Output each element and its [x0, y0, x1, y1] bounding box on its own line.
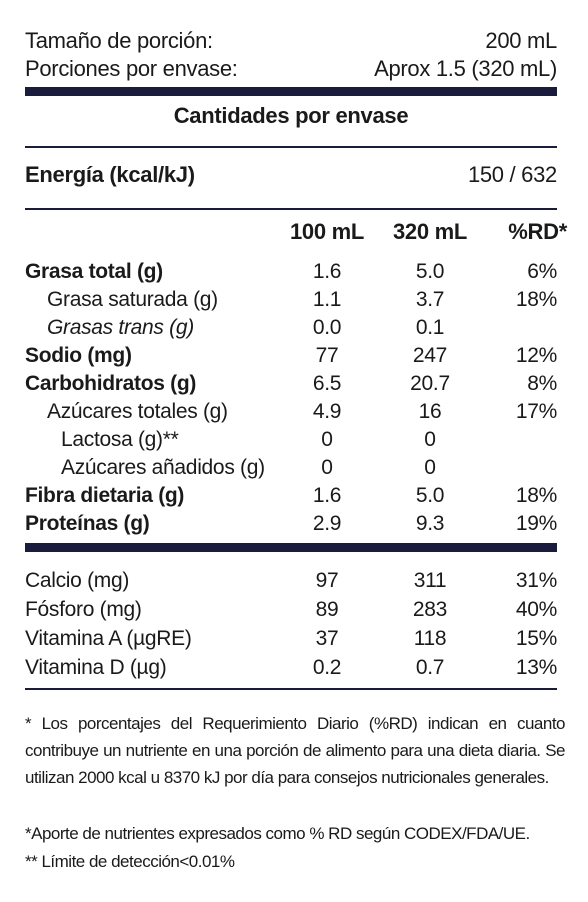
rule [25, 688, 557, 690]
nutrient-value: 0 [424, 456, 436, 479]
nutrient-name: Vitamina D (µg) [25, 656, 167, 679]
nutrient-row: Azúcares añadidos (g) 0 0 [25, 454, 557, 482]
nutrient-name: Carbohidratos (g) [25, 372, 197, 395]
nutrient-value: 0 [321, 428, 333, 451]
energy-value: 150 / 632 [467, 162, 557, 187]
nutrient-name: Sodio (mg) [25, 344, 132, 367]
serving-value: 200 mL [485, 28, 557, 53]
nutrient-value: 118 [413, 627, 447, 650]
nutrient-name: Proteínas (g) [25, 512, 150, 535]
nutrient-value: 1.6 [312, 260, 342, 283]
nutrient-value: 311 [413, 569, 447, 592]
nutrient-row: Vitamina D (µg) 0.2 0.7 13% [25, 654, 557, 682]
nutrient-row: Grasa total (g) 1.6 5.0 6% [25, 258, 557, 286]
energy-label: Energía (kcal/kJ) [25, 162, 195, 187]
nutrient-value: 16 [418, 400, 442, 423]
nutrient-value: 6.5 [312, 372, 342, 395]
nutrient-value: 15% [515, 627, 557, 650]
nutrient-name: Vitamina A (µgRE) [25, 627, 192, 650]
nutrient-row: Azúcares totales (g) 4.9 16 17% [25, 398, 557, 426]
nutrient-value: 283 [412, 598, 448, 621]
nutrient-value: 89 [315, 598, 339, 621]
serving-label: Tamaño de porción: [25, 28, 213, 53]
nutrient-value: 31% [515, 569, 557, 592]
footnote: ** Límite de detección<0.01% [25, 852, 235, 871]
footnote: * Los porcentajes del Requerimiento Diar… [25, 714, 566, 787]
nutrient-value: 4.9 [312, 400, 342, 423]
nutrient-row: Fósforo (mg) 89 283 40% [25, 596, 557, 624]
thick-rule [25, 87, 557, 96]
nutrient-value: 5.0 [415, 484, 445, 507]
footnote: *Aporte de nutrientes expresados como % … [25, 824, 530, 843]
nutrient-value: 2.9 [312, 512, 342, 535]
nutrient-name: Grasa total (g) [25, 260, 163, 283]
nutrient-value: 8% [527, 372, 557, 395]
nutrient-value: 0 [321, 456, 333, 479]
nutrient-value: 9.3 [415, 512, 445, 535]
nutrient-value: 0.7 [415, 656, 445, 679]
nutrient-value: 17% [515, 400, 557, 423]
servings-label: Porciones por envase: [25, 56, 238, 81]
table-header: 100 mL 320 mL %RD* [25, 218, 567, 246]
nutrient-name: Grasa saturada (g) [47, 288, 218, 311]
nutrient-row: Fibra dietaria (g) 1.6 5.0 18% [25, 482, 557, 510]
nutrient-row: Lactosa (g)** 0 0 [25, 426, 557, 454]
nutrient-row: Calcio (mg) 97 311 31% [25, 567, 557, 595]
rule [25, 208, 557, 210]
nutrient-value: 12% [515, 344, 557, 367]
nutrient-value: 18% [515, 288, 557, 311]
nutrient-name: Calcio (mg) [25, 569, 130, 592]
nutrient-value: 247 [412, 344, 448, 367]
nutrient-value: 3.7 [415, 288, 445, 311]
nutrient-value: 5.0 [415, 260, 445, 283]
section-title: Cantidades por envase [173, 103, 409, 128]
nutrient-value: 0.1 [415, 316, 445, 339]
nutrient-value: 0.2 [312, 656, 342, 679]
thick-rule [25, 543, 557, 552]
nutrient-value: 18% [515, 484, 557, 507]
nutrient-row: Grasa saturada (g) 1.1 3.7 18% [25, 286, 557, 314]
nutrient-value: 1.6 [312, 484, 342, 507]
servings-value: Aprox 1.5 (320 mL) [374, 56, 557, 81]
nutrient-value: 1.1 [312, 288, 342, 311]
nutrient-row: Carbohidratos (g) 6.5 20.7 8% [25, 370, 557, 398]
nutrient-row: Sodio (mg) 77 247 12% [25, 342, 557, 370]
nutrient-value: 6% [527, 260, 557, 283]
column-header: %RD* [508, 219, 567, 244]
nutrient-name: Fósforo (mg) [25, 598, 142, 621]
nutrient-row: Vitamina A (µgRE) 37 118 15% [25, 625, 557, 653]
rule [25, 146, 557, 148]
nutrient-name: Azúcares añadidos (g) [61, 456, 265, 479]
nutrient-value: 37 [315, 627, 339, 650]
nutrient-row: Grasas trans (g) 0.0 0.1 [25, 314, 557, 342]
nutrient-value: 19% [515, 512, 557, 535]
nutrient-value: 40% [515, 598, 557, 621]
nutrient-value: 13% [515, 656, 557, 679]
nutrient-name: Azúcares totales (g) [47, 400, 228, 423]
nutrient-name: Fibra dietaria (g) [25, 484, 185, 507]
nutrient-value: 97 [315, 569, 339, 592]
nutrient-value: 77 [315, 344, 339, 367]
column-header: 100 mL [289, 219, 365, 244]
nutrient-row: Proteínas (g) 2.9 9.3 19% [25, 510, 557, 538]
nutrient-value: 0.0 [312, 316, 342, 339]
column-header: 320 mL [392, 219, 468, 244]
nutrient-value: 20.7 [410, 372, 450, 395]
nutrient-name: Grasas trans (g) [47, 316, 194, 339]
nutrient-value: 0 [424, 428, 436, 451]
nutrient-name: Lactosa (g)** [61, 428, 179, 451]
